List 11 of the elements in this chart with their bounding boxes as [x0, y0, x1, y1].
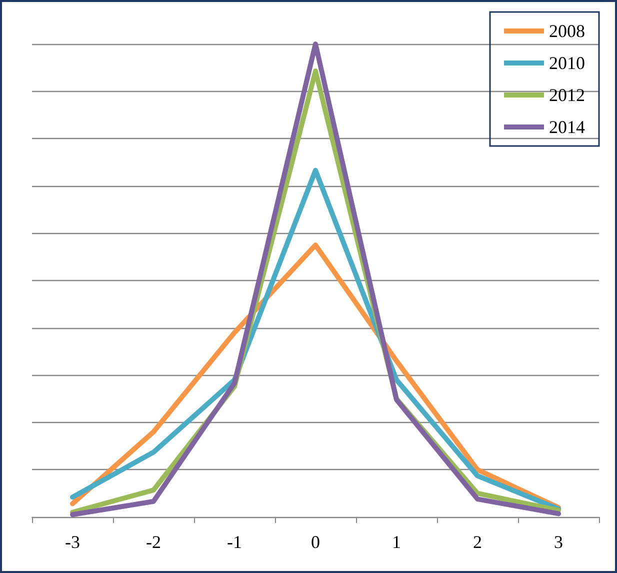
- legend-label: 2012: [549, 85, 585, 105]
- x-tick-label: -1: [227, 532, 242, 552]
- x-tick-label: 2: [473, 532, 482, 552]
- legend-label: 2010: [549, 53, 585, 73]
- x-tick-label: -3: [65, 532, 80, 552]
- x-tick-label: 0: [311, 532, 320, 552]
- legend-label: 2008: [549, 21, 585, 41]
- x-tick-label: -2: [146, 532, 161, 552]
- legend-label: 2014: [549, 117, 585, 137]
- x-tick-label: 1: [392, 532, 401, 552]
- x-tick-label: 3: [554, 532, 563, 552]
